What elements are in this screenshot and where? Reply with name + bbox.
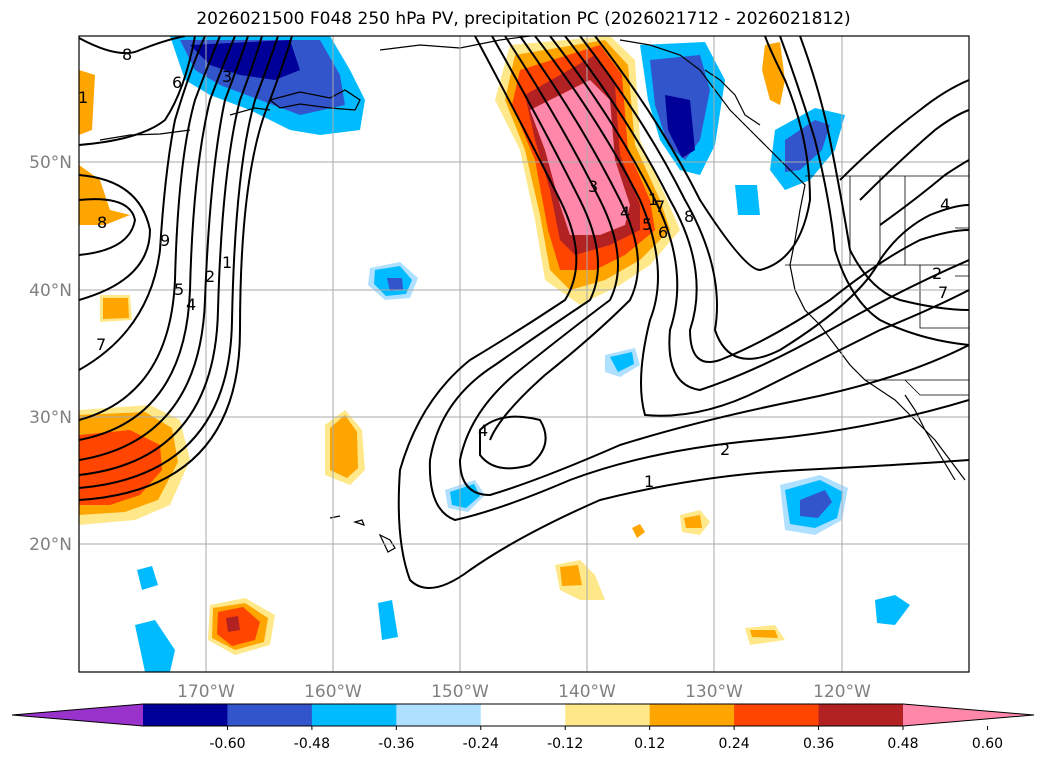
contour-label: 1 bbox=[648, 190, 658, 209]
colorbar-tick-label: -0.36 bbox=[378, 736, 414, 752]
colorbar-bin bbox=[480, 704, 566, 726]
figure-title: 2026021500 F048 250 hPa PV, precipitatio… bbox=[196, 9, 851, 29]
lon-label: 170°W bbox=[177, 682, 235, 702]
colorbar-tick-label: -0.60 bbox=[209, 736, 245, 752]
precip-positive-region bbox=[79, 70, 95, 135]
contour-label: 8 bbox=[684, 207, 694, 226]
colorbar-bin bbox=[311, 704, 397, 726]
colorbar-bin bbox=[396, 704, 482, 726]
contour-label: 1 bbox=[644, 472, 654, 491]
contour-label: 9 bbox=[160, 231, 170, 250]
colorbar-bin bbox=[818, 704, 904, 726]
contour-labels: 8 6 3 9 2 1 5 4 7 1 8 2 1 3 4 5 6 7 4 8 … bbox=[78, 45, 950, 491]
lat-label: 40°N bbox=[29, 281, 72, 301]
lon-label: 140°W bbox=[558, 682, 616, 702]
contour-label: 5 bbox=[174, 280, 184, 299]
contour-label: 6 bbox=[172, 73, 182, 92]
contour-label: 7 bbox=[938, 283, 948, 302]
colorbar-extend-high bbox=[903, 704, 1034, 726]
colorbar-tick-label: 0.48 bbox=[887, 736, 918, 752]
contour-label: 8 bbox=[97, 213, 107, 232]
lon-label: 160°W bbox=[304, 682, 362, 702]
lon-label: 150°W bbox=[431, 682, 489, 702]
contour-label: 3 bbox=[222, 67, 232, 86]
colorbar-tick-label: 0.36 bbox=[803, 736, 834, 752]
contour-label: 2 bbox=[205, 267, 215, 286]
contour-label: 6 bbox=[658, 223, 668, 242]
lon-label: 130°W bbox=[685, 682, 743, 702]
precip-shading bbox=[79, 36, 910, 672]
colorbar-tick-label: 0.12 bbox=[634, 736, 665, 752]
colorbar-tick-label: -0.12 bbox=[547, 736, 583, 752]
colorbar-bin bbox=[649, 704, 735, 726]
contour-label: 4 bbox=[186, 295, 196, 314]
contour-label: 5 bbox=[642, 215, 652, 234]
map-frame bbox=[78, 35, 970, 673]
contour-label: 1 bbox=[78, 88, 88, 107]
contour-label: 2 bbox=[932, 264, 942, 283]
contour-label: 7 bbox=[96, 335, 106, 354]
contour-label: 4 bbox=[940, 195, 950, 214]
colorbar-bin bbox=[565, 704, 651, 726]
latitude-labels: 50°N 40°N 30°N 20°N bbox=[29, 153, 72, 555]
colorbar-tick-label: -0.48 bbox=[294, 736, 330, 752]
contour-label: 4 bbox=[620, 203, 630, 222]
contour-label: 3 bbox=[588, 177, 598, 196]
colorbar-bin bbox=[734, 704, 820, 726]
colorbar: -0.60 -0.48 -0.36 -0.24 -0.12 0.12 0.24 0.36 0.4… bbox=[11, 703, 1035, 752]
lat-label: 50°N bbox=[29, 153, 72, 173]
contour-label: 8 bbox=[122, 45, 132, 64]
map-area: 8 6 3 9 2 1 5 4 7 1 8 2 1 3 4 5 6 7 4 8 … bbox=[78, 36, 969, 672]
longitude-labels: 170°W 160°W 150°W 140°W 130°W 120°W bbox=[177, 682, 871, 702]
pv-contours bbox=[79, 36, 969, 589]
colorbar-tick-label: 0.24 bbox=[719, 736, 750, 752]
colorbar-extend-low bbox=[12, 704, 143, 726]
colorbar-bin bbox=[227, 704, 313, 726]
lat-label: 30°N bbox=[29, 408, 72, 428]
colorbar-tick-label: 0.60 bbox=[972, 736, 1003, 752]
contour-label: 1 bbox=[222, 253, 232, 272]
colorbar-bin bbox=[143, 704, 228, 726]
lon-label: 120°W bbox=[813, 682, 871, 702]
contour-label: 2 bbox=[720, 440, 730, 459]
contour-label: 7 bbox=[655, 197, 665, 216]
lat-label: 20°N bbox=[29, 535, 72, 555]
colorbar-tick-label: -0.24 bbox=[463, 736, 499, 752]
colorbar-outline bbox=[11, 703, 1035, 727]
contour-label: 4 bbox=[478, 421, 488, 440]
